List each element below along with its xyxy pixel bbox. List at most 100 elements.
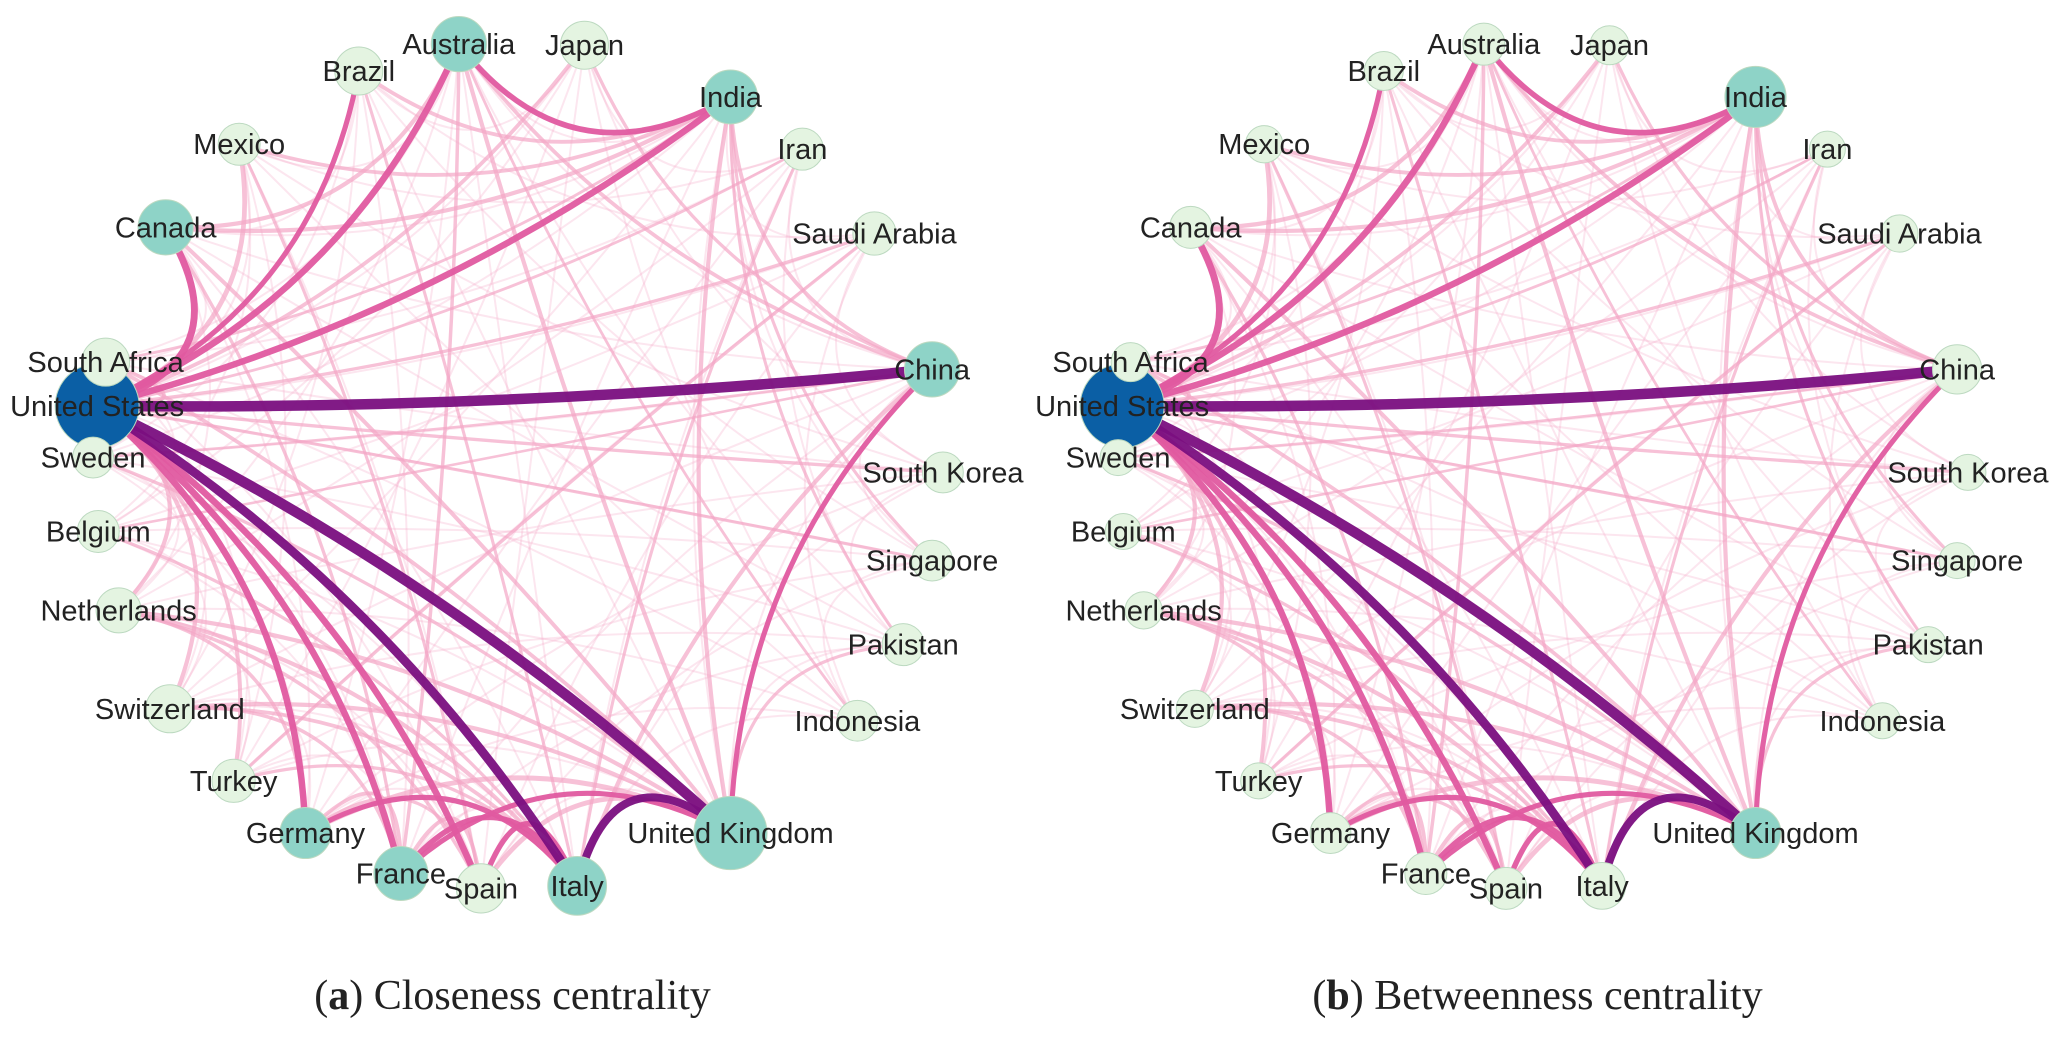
label-italy: Italy — [1576, 871, 1630, 903]
background-edge — [238, 143, 803, 204]
background-edge — [357, 70, 732, 834]
node-indonesia — [836, 699, 879, 742]
edge-united-kingdom-netherlands — [1141, 608, 1758, 836]
node-china — [904, 341, 961, 398]
label-japan: Japan — [545, 30, 624, 62]
label-australia: Australia — [402, 29, 516, 61]
edge-japan-china — [1607, 43, 1959, 372]
node-south-africa — [1110, 342, 1151, 383]
label-south-korea: South Korea — [862, 457, 1024, 489]
edge-united-states-united-kingdom — [91, 400, 736, 839]
edge-italy-germany — [1327, 794, 1605, 889]
label-india: India — [1724, 82, 1788, 114]
background-edge — [1329, 44, 1485, 834]
background-edge — [1258, 559, 1958, 782]
background-edge — [1130, 43, 1485, 364]
label-united-states: United States — [1035, 391, 1209, 423]
label-brazil: Brazil — [323, 56, 396, 88]
label-pakistan: Pakistan — [1873, 630, 1984, 662]
edge-iran-united-states — [95, 147, 804, 408]
label-indonesia: Indonesia — [1820, 706, 1947, 738]
edge-mexico-spain — [237, 142, 483, 890]
node-united-kingdom — [1729, 807, 1782, 860]
label-south-africa: South Africa — [27, 347, 184, 379]
label-pakistan: Pakistan — [848, 630, 959, 662]
node-china — [1932, 344, 1983, 395]
node-sweden — [1099, 439, 1137, 477]
edge-brazil-italy — [1382, 69, 1604, 888]
background-edge — [399, 96, 732, 874]
background-edge — [98, 527, 933, 562]
background-edge — [97, 232, 875, 407]
label-france: France — [356, 859, 446, 891]
node-south-korea — [1949, 453, 1987, 491]
background-edge — [1122, 144, 1277, 533]
background-edge — [1505, 232, 1901, 889]
background-edge — [105, 361, 944, 474]
background-edge — [1424, 96, 1757, 874]
edge-united-states-spain — [1118, 402, 1510, 892]
network-graph-betweenness: United States Canada Mexico BrazilAustralia… — [1035, 22, 2049, 910]
edge-united-kingdom-france — [1423, 790, 1759, 877]
node-sweden — [72, 436, 114, 479]
background-edge — [692, 96, 732, 834]
background-edge — [1190, 226, 1929, 646]
label-switzerland: Switzerland — [1120, 694, 1270, 726]
background-edge — [457, 43, 904, 646]
background-edge — [165, 226, 904, 646]
label-brazil: Brazil — [1348, 56, 1421, 88]
background-edge — [1263, 143, 1969, 474]
background-edge — [1383, 70, 1958, 562]
panel-closeness: United States Canada Mexico Brazil Australia… — [10, 16, 1024, 1019]
background-edge — [725, 96, 875, 241]
node-germany — [279, 807, 332, 860]
edge-brazil-italy — [357, 69, 579, 888]
node-turkey — [211, 758, 256, 803]
panel-betweenness: United States Canada Mexico Brazil Australia… — [1025, 0, 2050, 1054]
node-south-korea — [922, 451, 964, 494]
background-edge — [96, 44, 586, 407]
background-edge — [238, 143, 944, 474]
background-edge — [458, 43, 933, 371]
node-pakistan — [1909, 626, 1947, 664]
label-netherlands: Netherlands — [1065, 595, 1221, 627]
label-mexico: Mexico — [1218, 129, 1310, 161]
edge-united-states-china — [91, 364, 938, 412]
node-brazil — [334, 46, 384, 96]
background-edge — [165, 96, 732, 237]
label-singapore: Singapore — [1891, 546, 2023, 578]
edge-canada-india — [163, 94, 733, 234]
node-belgium — [76, 509, 120, 553]
caption-letter: b — [1326, 973, 1350, 1019]
edge-united-kingdom-netherlands — [116, 608, 733, 836]
background-edge — [583, 44, 803, 173]
label-south-africa: South Africa — [1052, 347, 1209, 379]
edge-india-singapore — [1753, 95, 1959, 563]
node-italy — [547, 855, 608, 916]
label-united-kingdom: United Kingdom — [1652, 818, 1858, 850]
node-spain — [1484, 866, 1528, 910]
node-saudi-arabia — [1880, 214, 1919, 253]
background-edge — [727, 643, 904, 834]
background-edge — [98, 530, 732, 834]
label-sweden: Sweden — [1066, 443, 1171, 475]
edge-canada-united-kingdom — [1188, 225, 1758, 836]
node-netherlands — [1124, 591, 1163, 630]
edge-united-states-united-kingdom — [1116, 400, 1761, 839]
background-edge — [97, 144, 252, 533]
node-iran — [780, 127, 824, 171]
background-edge — [1117, 456, 1929, 646]
edge-india-united-kingdom — [696, 94, 733, 836]
label-japan: Japan — [1570, 30, 1649, 62]
edge-china-australia — [1481, 42, 1960, 372]
node-singapore — [1938, 542, 1976, 580]
background-edge — [1122, 232, 1900, 407]
edge-japan-united-states — [1120, 43, 1612, 408]
background-edge — [1883, 368, 1958, 562]
edge-united-states-india — [93, 93, 734, 410]
background-edge — [835, 232, 944, 474]
label-turkey: Turkey — [190, 766, 278, 798]
background-edge — [304, 44, 460, 834]
node-switzerland — [1175, 689, 1214, 728]
background-edge — [480, 232, 876, 889]
